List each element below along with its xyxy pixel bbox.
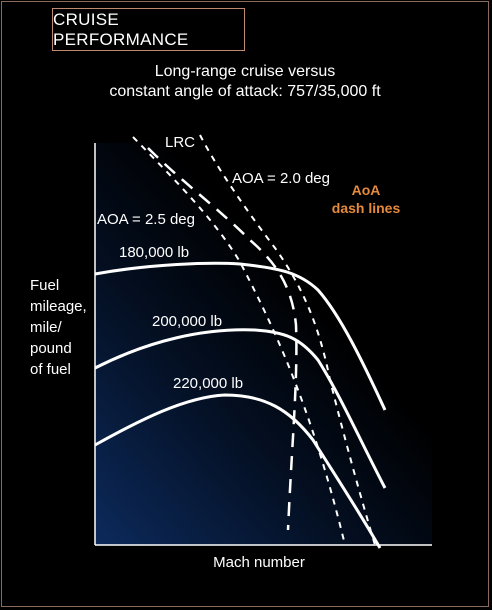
legend-aoa: AoA [352,182,381,198]
y-axis-label: Fuel mileage, mile/ pound of fuel [30,275,100,380]
subtitle-line-2: constant angle of attack: 757/35,000 ft [109,83,381,100]
x-axis-label: Mach number [213,554,305,571]
aoa-2-0-line [199,134,376,546]
curve-220000-lb [94,393,382,549]
label-180000-lb: 180,000 lb [119,244,189,261]
curve-180000-lb [94,261,387,411]
label-lrc: LRC [165,134,195,151]
y-axis-label-line-1: Fuel [30,277,60,294]
subtitle-line-1: Long-range cruise versus [154,63,336,80]
y-axis-label-line-4: pound [30,340,72,357]
slide-title: CRUISE PERFORMANCE [53,9,189,49]
label-220000-lb: 220,000 lb [173,375,243,392]
title-box: CRUISE PERFORMANCE [52,8,245,51]
aoa-2-5-line [132,136,346,546]
y-axis-label-line-3: mile/ [30,319,62,336]
curve-200000-lb [94,328,387,489]
chart-subtitle: Long-range cruise versus constant angle … [90,62,400,102]
label-aoa-2-5: AOA = 2.5 deg [97,211,195,228]
y-axis-label-line-2: mileage, [30,298,87,315]
label-200000-lb: 200,000 lb [152,313,222,330]
legend-dash-lines: dash lines [332,200,401,216]
y-axis-label-line-5: of fuel [30,361,71,378]
lrc-line [147,147,298,531]
label-aoa-2-0: AOA = 2.0 deg [232,170,330,187]
